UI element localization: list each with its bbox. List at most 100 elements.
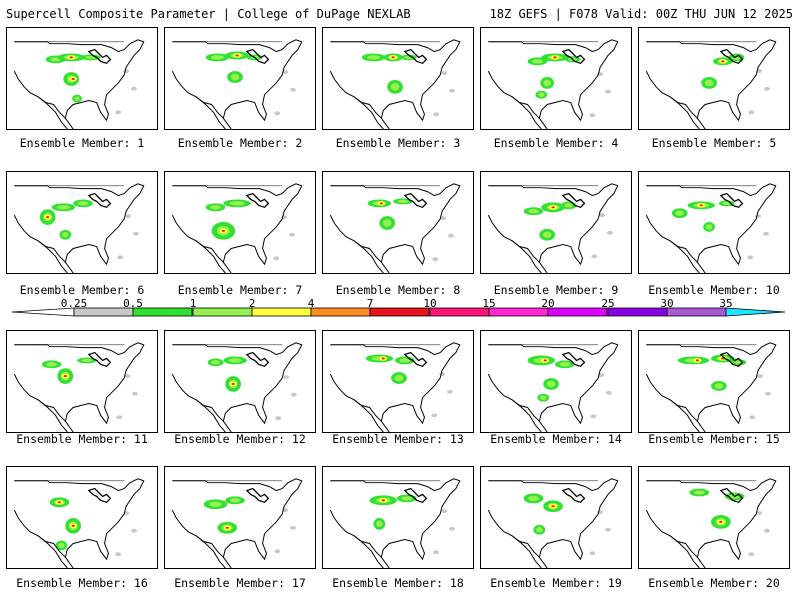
scp-contour <box>551 505 555 508</box>
member-label: Ensemble Member: 12 <box>174 432 306 446</box>
mexico-coast <box>37 535 74 568</box>
ensemble-panel <box>6 171 158 274</box>
scp-contour <box>432 257 439 262</box>
scp-contour <box>399 358 411 363</box>
scp-contour <box>77 201 89 206</box>
scp-contour <box>69 56 73 59</box>
scp-contour <box>448 233 454 238</box>
colorbar-tick-label: 35 <box>719 297 733 310</box>
scp-contour <box>225 526 229 529</box>
forecast-map <box>171 183 303 273</box>
forecast-map <box>329 183 461 273</box>
mexico-coast <box>37 96 74 129</box>
member-label: Ensemble Member: 5 <box>651 136 777 150</box>
coastline <box>171 39 303 122</box>
forecast-map <box>329 478 461 568</box>
scp-contour <box>382 219 392 227</box>
member-label: Ensemble Member: 7 <box>177 283 303 297</box>
member-label: Ensemble Member: 2 <box>177 136 303 150</box>
member-label: Ensemble Member: 1 <box>19 136 145 150</box>
great-lakes <box>87 192 112 209</box>
great-lakes <box>245 192 270 209</box>
scp-contour <box>605 527 611 532</box>
member-label: Ensemble Member: 19 <box>490 576 622 590</box>
colorbar-segment <box>666 307 727 317</box>
scp-contour <box>124 374 131 379</box>
scp-contour <box>125 214 132 219</box>
great-lakes <box>403 351 428 368</box>
scp-contour <box>448 526 455 531</box>
scp-contour <box>394 374 404 382</box>
colorbar-segment <box>429 307 490 317</box>
ensemble-panel <box>638 171 790 274</box>
scp-contour <box>705 224 713 230</box>
scp-contour <box>433 550 440 555</box>
mexico-coast <box>195 240 232 273</box>
scp-contour <box>543 79 551 87</box>
ensemble-panel <box>480 466 632 569</box>
scp-contour <box>543 359 547 362</box>
scp-contour <box>117 255 124 260</box>
scp-contour <box>57 501 62 504</box>
scp-contour <box>46 216 50 219</box>
scp-contour <box>531 59 543 64</box>
mexico-coast <box>669 96 706 129</box>
forecast-map <box>13 342 145 432</box>
ensemble-panel <box>6 330 158 433</box>
mexico-coast <box>195 96 232 129</box>
mexico-coast <box>353 535 390 568</box>
coastline <box>487 478 619 561</box>
scp-contour <box>675 210 684 216</box>
coastline <box>645 39 777 122</box>
forecast-map <box>645 342 777 432</box>
member-label: Ensemble Member: 17 <box>174 576 306 590</box>
scp-contour <box>115 552 122 557</box>
colorbar-segment <box>192 307 253 317</box>
coastline <box>13 478 145 561</box>
scp-contour <box>210 55 224 60</box>
great-lakes <box>561 48 586 65</box>
scp-contour <box>116 415 123 420</box>
mexico-coast <box>353 96 390 129</box>
scp-contour <box>721 60 725 63</box>
scp-contour <box>606 230 613 235</box>
scp-contour <box>211 360 220 365</box>
scp-contour <box>221 229 225 232</box>
scp-contour <box>605 89 611 94</box>
coastline <box>329 183 461 266</box>
member-label: Ensemble Member: 9 <box>493 283 619 297</box>
scp-contour <box>401 496 413 501</box>
ensemble-panel <box>322 171 474 274</box>
great-lakes <box>245 48 270 65</box>
scp-contour <box>433 112 440 117</box>
scp-contour <box>210 205 221 210</box>
scp-contour <box>132 231 139 236</box>
coastline <box>171 478 303 561</box>
colorbar-segment <box>132 307 193 317</box>
colorbar-tick-label: 7 <box>366 297 374 310</box>
scp-contour <box>274 111 281 116</box>
colorbar-segment <box>251 307 312 317</box>
coastline <box>487 342 619 425</box>
scp-contour <box>559 362 571 367</box>
ensemble-panel <box>480 27 632 130</box>
scp-contour <box>290 525 296 530</box>
colorbar-segment <box>725 307 786 317</box>
scp-contour <box>748 552 755 557</box>
great-lakes <box>245 487 270 504</box>
scp-contour <box>757 374 764 379</box>
scp-contour <box>209 501 222 507</box>
great-lakes <box>719 192 744 209</box>
scp-contour <box>546 380 556 388</box>
ensemble-panel <box>480 171 632 274</box>
member-label: Ensemble Member: 4 <box>493 136 619 150</box>
scp-contour <box>58 542 65 549</box>
colorbar-segment <box>607 307 668 317</box>
mexico-coast <box>353 399 390 432</box>
coastline <box>13 183 145 266</box>
member-label: Ensemble Member: 13 <box>332 432 464 446</box>
scp-contour <box>704 79 714 87</box>
scp-contour <box>540 395 547 400</box>
scp-contour <box>441 509 448 514</box>
colorbar-tick-label: 20 <box>541 297 555 310</box>
